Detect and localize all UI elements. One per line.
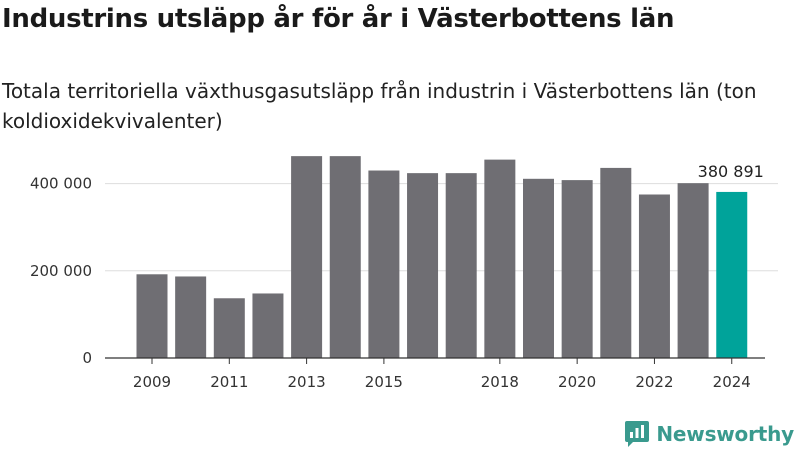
bar (677, 183, 709, 358)
bar (561, 180, 593, 358)
labels: 0 200 000 400 000 2009 2011 2013 2015 2018 2020 2… (30, 162, 764, 391)
bar (484, 159, 516, 358)
bar (329, 156, 361, 358)
x-tick-label: 2015 (365, 373, 403, 391)
bar (291, 156, 323, 358)
x-tick-label: 2009 (133, 373, 171, 391)
bar (175, 276, 207, 358)
bar (638, 194, 670, 358)
bar (445, 173, 477, 358)
grid-lines (105, 183, 778, 272)
x-tick-label: 2013 (288, 373, 326, 391)
x-tick-label: 2020 (558, 373, 596, 391)
bar (368, 170, 400, 358)
chart-subtitle: Totala territoriella växthusgasutsläpp f… (2, 79, 757, 133)
bar (252, 293, 284, 358)
newsworthy-logo: Newsworthy (624, 418, 794, 450)
bar (136, 274, 168, 358)
bar (407, 173, 439, 358)
axes (105, 357, 765, 364)
y-tick-label: 200 000 (30, 262, 92, 280)
bar (600, 167, 632, 358)
chart-title: Industrins utsläpp år för år i Västerbot… (2, 4, 675, 34)
bar (523, 178, 554, 358)
newsworthy-logo-icon (625, 421, 650, 447)
y-tick-label: 400 000 (30, 175, 92, 193)
bar (213, 298, 245, 358)
x-tick-label: 2024 (713, 373, 751, 391)
data-label: 380 891 (698, 162, 764, 181)
x-tick-label: 2018 (481, 373, 519, 391)
y-tick-label: 0 (82, 349, 92, 367)
brand-name: Newsworthy (656, 422, 794, 446)
bars (136, 156, 748, 358)
x-tick-label: 2011 (210, 373, 248, 391)
bar (716, 191, 748, 358)
x-tick-label: 2022 (635, 373, 673, 391)
